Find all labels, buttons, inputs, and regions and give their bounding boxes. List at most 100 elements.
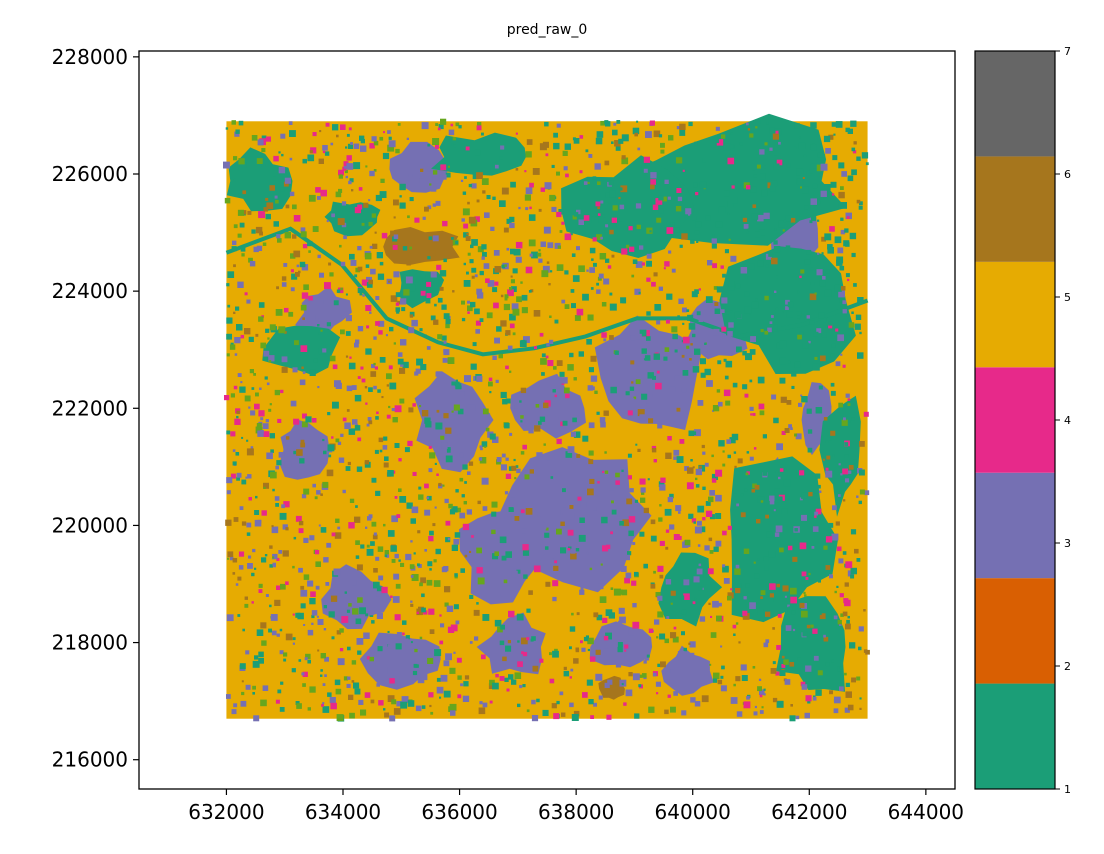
raster-speckle (241, 210, 247, 215)
raster-speckle (735, 676, 741, 682)
raster-speckle (504, 505, 508, 508)
raster-speckle (563, 666, 567, 670)
raster-speckle (787, 607, 793, 613)
raster-speckle (232, 558, 238, 563)
raster-speckle (277, 689, 282, 694)
raster-speckle (778, 141, 781, 145)
raster-speckle (790, 427, 793, 430)
raster-speckle (775, 275, 779, 279)
raster-speckle (647, 372, 654, 379)
raster-speckle (299, 458, 305, 464)
raster-speckle (343, 235, 347, 240)
raster-speckle (327, 692, 332, 697)
raster-speckle (708, 537, 713, 542)
raster-speckle (670, 222, 675, 227)
raster-speckle (667, 496, 673, 503)
raster-speckle (390, 230, 396, 236)
raster-speckle (456, 507, 461, 513)
raster-speckle (281, 282, 287, 287)
raster-speckle (511, 286, 517, 292)
raster-speckle (412, 670, 418, 676)
raster-speckle (660, 661, 666, 668)
raster-speckle (691, 518, 697, 523)
raster-speckle (240, 700, 247, 707)
raster-speckle (307, 240, 313, 247)
raster-speckle (596, 411, 600, 415)
raster-speckle (345, 315, 352, 322)
raster-speckle (490, 226, 495, 231)
raster-speckle (550, 476, 554, 479)
raster-speckle (580, 501, 587, 507)
raster-speckle (858, 646, 862, 651)
raster-speckle (461, 218, 465, 222)
raster-speckle (381, 232, 388, 239)
raster-speckle (509, 287, 513, 291)
raster-speckle (338, 174, 343, 179)
raster-speckle (272, 556, 275, 559)
raster-speckle (542, 265, 550, 273)
raster-speckle (258, 302, 265, 308)
raster-speckle (510, 248, 516, 255)
raster-speckle (771, 257, 778, 265)
raster-speckle (434, 462, 437, 465)
raster-speckle (522, 570, 527, 576)
raster-speckle (479, 445, 483, 449)
raster-speckle (419, 178, 424, 184)
raster-speckle (828, 134, 834, 140)
raster-speckle (774, 532, 780, 537)
raster-speckle (472, 342, 477, 347)
raster-speckle (690, 652, 695, 657)
raster-speckle (307, 659, 311, 664)
raster-speckle (740, 664, 747, 671)
raster-speckle (856, 558, 861, 562)
raster-speckle (716, 389, 721, 393)
raster-speckle (410, 603, 414, 607)
raster-speckle (582, 435, 589, 442)
raster-speckle (276, 585, 281, 590)
raster-speckle (396, 514, 401, 518)
raster-speckle (757, 376, 765, 384)
raster-speckle (226, 333, 232, 340)
raster-speckle (627, 410, 633, 416)
raster-speckle (570, 548, 576, 554)
raster-speckle (651, 281, 656, 287)
raster-speckle (809, 220, 813, 224)
raster-speckle (334, 380, 341, 388)
raster-speckle (505, 398, 511, 404)
raster-speckle (667, 436, 672, 441)
raster-speckle (672, 636, 679, 643)
raster-speckle (734, 157, 738, 161)
raster-speckle (333, 568, 341, 576)
colorbar-tick-label: 2 (1064, 660, 1071, 673)
raster-speckle (257, 139, 264, 146)
raster-speckle (656, 320, 661, 325)
raster-speckle (721, 326, 727, 332)
raster-speckle (271, 356, 275, 360)
raster-speckle (441, 304, 447, 310)
raster-speckle (515, 168, 519, 171)
raster-speckle (718, 440, 725, 447)
raster-speckle (366, 656, 371, 660)
raster-speckle (410, 575, 414, 578)
raster-speckle (812, 696, 817, 701)
raster-speckle (726, 439, 731, 444)
raster-speckle (549, 194, 556, 202)
raster-speckle (663, 267, 666, 270)
raster-speckle (346, 155, 352, 161)
raster-speckle (728, 322, 734, 328)
raster-speckle (752, 204, 757, 208)
raster-speckle (375, 556, 380, 561)
raster-speckle (769, 185, 776, 192)
raster-speckle (628, 629, 635, 636)
raster-speckle (713, 137, 719, 143)
raster-speckle (669, 524, 675, 530)
raster-speckle (463, 223, 469, 229)
raster-speckle (632, 398, 635, 401)
raster-speckle (853, 283, 857, 287)
raster-speckle (264, 554, 268, 557)
raster-speckle (734, 568, 741, 575)
raster-speckle (565, 451, 573, 458)
raster-speckle (725, 154, 731, 159)
raster-speckle (231, 120, 236, 125)
